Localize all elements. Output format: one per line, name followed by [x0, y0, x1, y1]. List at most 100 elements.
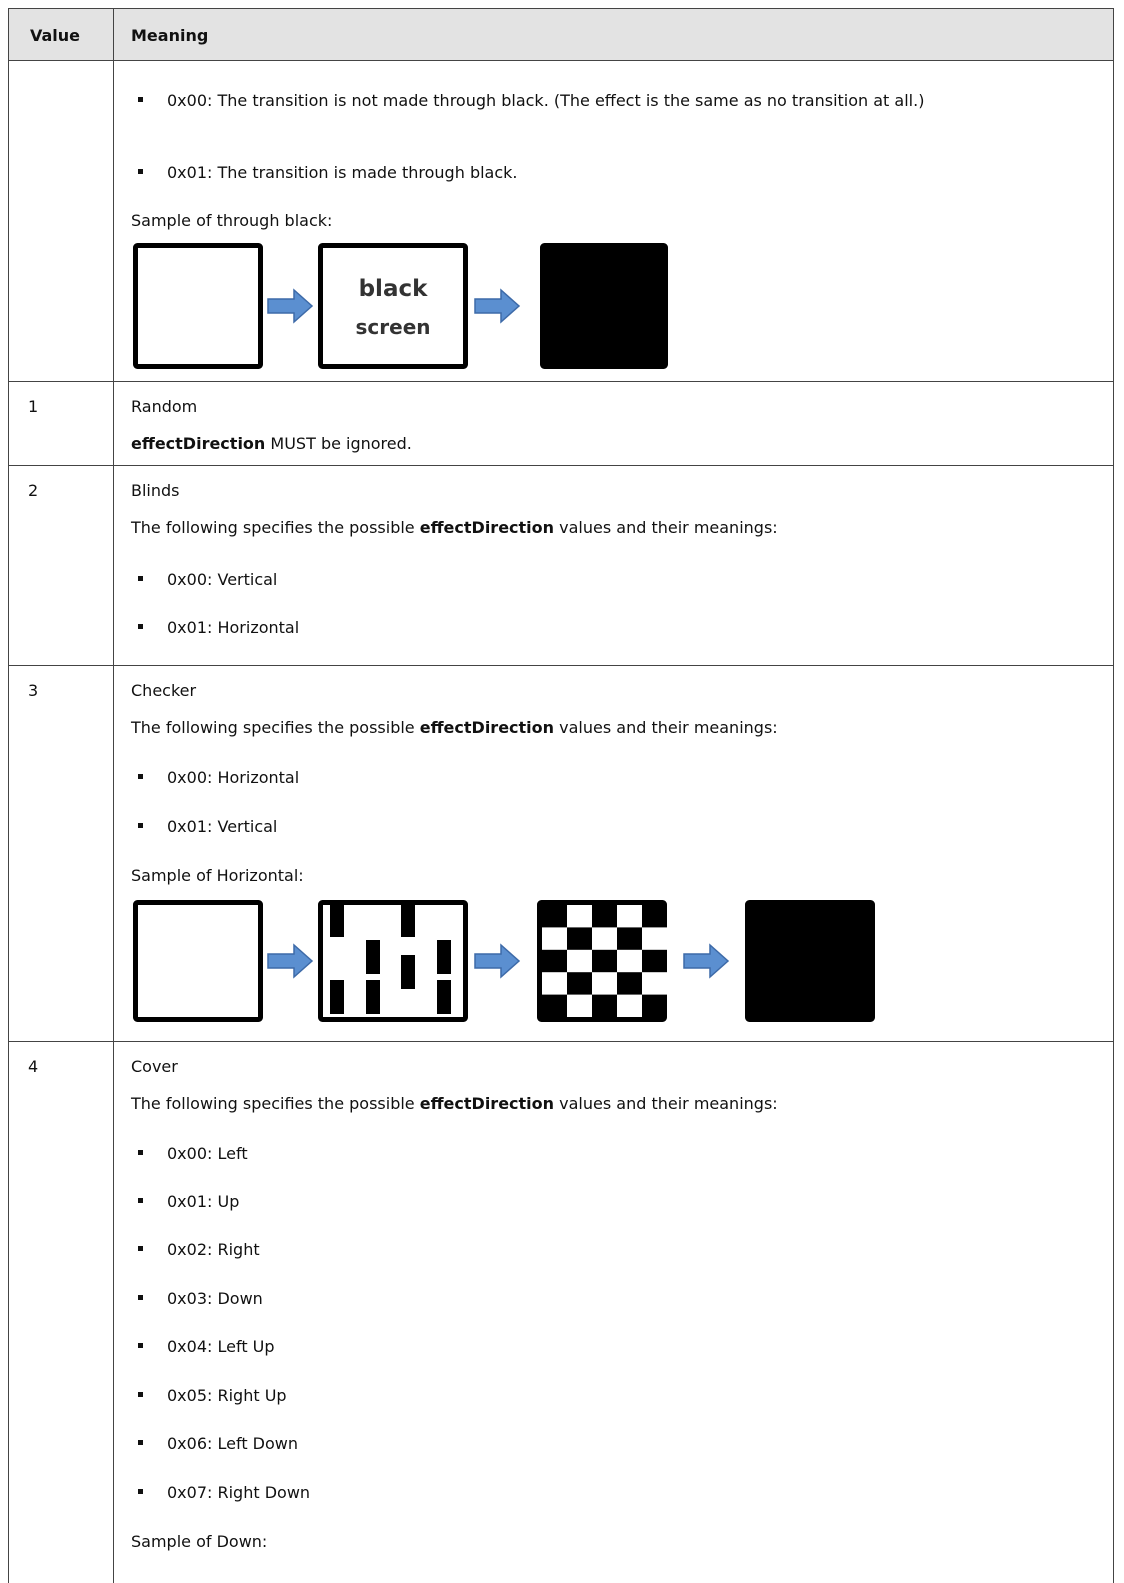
checker-cell: [542, 972, 567, 995]
checker-cell: [642, 927, 667, 950]
bullet-marker: [138, 1440, 143, 1445]
value-cell: 1: [28, 396, 39, 416]
checker-bar: [401, 903, 415, 937]
arrow: [474, 288, 521, 324]
arrow: [474, 943, 521, 979]
row-border: [8, 60, 1114, 61]
row-border: [8, 8, 1114, 9]
checker-cell: [592, 972, 617, 995]
text-part: The following specifies the possible: [131, 1093, 415, 1113]
intro: The following specifies the possible eff…: [131, 1091, 778, 1116]
bullet-marker: [138, 823, 143, 828]
text-part: values and their meanings:: [559, 717, 778, 737]
row-border: [8, 665, 1114, 666]
text-part: values and their meanings:: [559, 517, 778, 537]
bullet-text: 0x01: Horizontal: [167, 617, 300, 637]
value-cell: 3: [28, 680, 39, 700]
text-part: The following specifies the possible: [131, 517, 415, 537]
bullet-text: 0x00: Left: [167, 1143, 248, 1163]
field-name: effectDirection: [131, 433, 266, 453]
bullet-marker: [138, 169, 143, 174]
checker-cell: [567, 994, 592, 1017]
note: effectDirection MUST be ignored.: [131, 431, 412, 456]
bullet-marker: [138, 1246, 143, 1251]
bullet-marker: [138, 624, 143, 629]
checker-bar: [366, 980, 380, 1014]
checker-bar: [330, 903, 344, 937]
bullet-text: 0x00: Horizontal: [167, 767, 300, 787]
checker-cell: [617, 905, 642, 928]
checker-cell: [592, 927, 617, 950]
checker-bar: [401, 955, 415, 989]
bullet-text: 0x06: Left Down: [167, 1433, 299, 1453]
row-border: [8, 381, 1114, 382]
bullet-marker: [138, 576, 143, 581]
checker-bar: [437, 940, 451, 974]
text-part: The following specifies the possible: [131, 717, 415, 737]
effect-name: Random: [131, 396, 198, 416]
arrow: [267, 943, 314, 979]
sample-frame: [745, 900, 875, 1022]
sample-caption: Sample of through black:: [131, 210, 333, 230]
sample-frame: [133, 243, 263, 369]
bullet-text: 0x02: Right: [167, 1239, 260, 1259]
sample-caption: Sample of Down:: [131, 1531, 268, 1551]
checker-cell: [642, 972, 667, 995]
checker-cell: [617, 949, 642, 973]
value-cell: 4: [28, 1056, 39, 1076]
bullet-marker: [138, 1150, 143, 1155]
bullet-text: 0x01: Vertical: [167, 816, 278, 836]
header-cell: Meaning: [131, 25, 209, 45]
arrow: [267, 288, 314, 324]
sample-frame: [318, 900, 468, 1022]
field-name: effectDirection: [419, 517, 555, 537]
column-border: [113, 8, 114, 1583]
row-border: [8, 1041, 1114, 1042]
sample-caption: Sample of Horizontal:: [131, 865, 304, 885]
text-part: MUST be ignored.: [270, 433, 412, 453]
sample-frame: [133, 900, 263, 1022]
column-border: [1113, 8, 1114, 1583]
checker-cell: [542, 927, 567, 950]
sample-frame: [540, 243, 668, 369]
checker-cell: [567, 949, 592, 973]
row-border: [8, 465, 1114, 466]
bullet-text: 0x00: The transition is not made through…: [167, 90, 925, 110]
bullet-marker: [138, 1489, 143, 1494]
arrow: [683, 943, 730, 979]
column-border: [8, 8, 9, 1583]
image-text: screen: [356, 315, 431, 339]
effect-name: Cover: [131, 1056, 178, 1076]
bullet-marker: [138, 774, 143, 779]
bullet-text: 0x00: Vertical: [167, 569, 278, 589]
field-name: effectDirection: [419, 1093, 555, 1113]
text-part: values and their meanings:: [559, 1093, 778, 1113]
bullet-text: 0x04: Left Up: [167, 1336, 275, 1356]
bullet-text: 0x05: Right Up: [167, 1385, 287, 1405]
header-background: [8, 8, 1114, 60]
field-name: effectDirection: [419, 717, 555, 737]
bullet-marker: [138, 97, 143, 102]
bullet-text: 0x03: Down: [167, 1288, 263, 1308]
image-text: black: [359, 276, 429, 302]
checker-bar: [366, 940, 380, 974]
bullet-text: 0x01: Up: [167, 1191, 240, 1211]
checker-cell: [567, 905, 592, 928]
bullet-text: 0x07: Right Down: [167, 1482, 311, 1502]
effect-name: Blinds: [131, 480, 180, 500]
sample-frame: [537, 900, 667, 1022]
bullet-text: 0x01: The transition is made through bla…: [167, 162, 518, 182]
bullet-marker: [138, 1343, 143, 1348]
header-cell: Value: [30, 25, 81, 45]
checker-bar: [330, 980, 344, 1014]
bullet-marker: [138, 1198, 143, 1203]
effect-name: Checker: [131, 680, 197, 700]
checker-bar: [437, 980, 451, 1014]
intro: The following specifies the possible eff…: [131, 515, 778, 540]
sample-frame: [318, 243, 468, 369]
bullet-marker: [138, 1295, 143, 1300]
intro: The following specifies the possible eff…: [131, 715, 778, 740]
bullet-marker: [138, 1392, 143, 1397]
